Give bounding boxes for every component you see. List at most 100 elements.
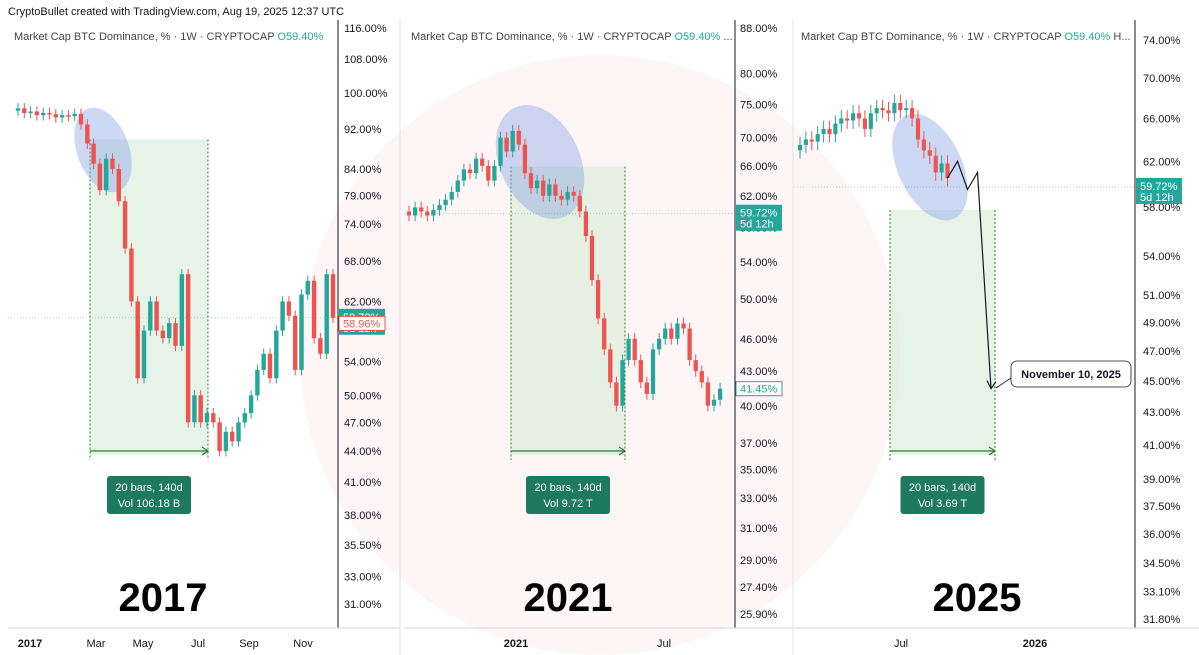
candle-body [280, 301, 285, 331]
y-tick-label: 54.00% [344, 357, 382, 369]
candle-body [122, 201, 128, 249]
y-tick-label: 33.00% [740, 493, 778, 505]
candle-body [425, 211, 430, 216]
candle-body [516, 130, 521, 145]
candle-body [620, 360, 625, 406]
candle-body [85, 124, 90, 144]
candle-body [933, 155, 938, 173]
candle-body [862, 118, 867, 129]
candle-body [292, 315, 298, 370]
y-tick-label: 37.50% [1143, 501, 1181, 513]
current-price-badge [1136, 177, 1182, 204]
projection-line [946, 159, 992, 389]
candle-body [845, 118, 850, 121]
candle-body [473, 158, 479, 174]
annotation-box [1010, 360, 1132, 388]
chart-credit: CryptoBullet created with TradingView.co… [8, 6, 345, 18]
candle-body [595, 280, 601, 319]
candle-body [305, 280, 311, 295]
y-tick-label: 88.00% [740, 23, 778, 35]
candle-body [874, 108, 879, 114]
chart-title-3: Market Cap BTC Dominance, % · 1W · CRYPT… [801, 31, 1131, 43]
measure-vol-label: Vol 106.18 B [118, 498, 180, 510]
y-tick-label: 74.00% [344, 219, 382, 231]
chart-title-text: Market Cap BTC Dominance, % · 1W · CRYPT… [14, 31, 278, 43]
y-tick-label: 80.00% [740, 69, 778, 81]
candle-body [803, 139, 808, 145]
y-tick-label: 70.00% [740, 133, 778, 145]
current-price-countdown: 5d 12h [1140, 192, 1174, 204]
candle-body [318, 338, 323, 354]
candle-body [66, 115, 71, 117]
candle-body [644, 382, 650, 394]
measure-vol-label: Vol 9.72 T [543, 498, 593, 510]
candle-body [248, 395, 254, 414]
secondary-price-label: 41.45% [740, 384, 778, 396]
secondary-price-badge [735, 381, 783, 397]
candle-body [160, 330, 166, 339]
candle-body [528, 173, 534, 189]
candle-body [534, 180, 540, 189]
candle-body [116, 168, 122, 202]
chart-title-open: O59.40% [277, 31, 324, 43]
candle-body [110, 158, 115, 169]
x-tick-label: Jul [191, 638, 205, 650]
y-tick-label: 43.00% [1143, 407, 1181, 419]
year-label: 2021 [524, 576, 613, 620]
candle-body [547, 184, 552, 196]
y-tick-label: 40.00% [740, 401, 778, 413]
candle-body [650, 349, 656, 394]
candle-body [945, 163, 950, 179]
candle-body [135, 301, 140, 379]
measure-bars-label: 20 bars, 140d [115, 482, 182, 494]
candle-body [614, 382, 619, 406]
secondary-price-label: 58.96% [343, 318, 381, 330]
candle-body [626, 338, 631, 361]
candle-body [97, 163, 103, 191]
candle-body [880, 108, 885, 111]
candle-body [299, 294, 304, 370]
current-price-countdown: 5d 12h [740, 219, 774, 231]
year-label: 2017 [119, 576, 208, 620]
y-tick-label: 27.40% [740, 582, 778, 594]
chart-title-text: Market Cap BTC Dominance, % · 1W · CRYPT… [411, 31, 675, 43]
candle-body [141, 330, 147, 379]
candle-body [72, 113, 77, 117]
measure-zone [511, 166, 625, 456]
candle-body [274, 330, 279, 379]
measure-arrowhead [201, 446, 210, 456]
y-tick-label: 35.50% [344, 540, 382, 552]
candle-body [510, 130, 515, 152]
candle-body [412, 207, 418, 216]
measure-label-box [107, 476, 191, 514]
y-tick-label: 75.00% [740, 100, 778, 112]
candle-body [565, 191, 570, 200]
y-tick-label: 45.00% [1143, 376, 1181, 388]
y-tick-label: 62.00% [344, 296, 382, 308]
candle-body [498, 137, 503, 166]
y-tick-label: 31.80% [1143, 614, 1181, 626]
candle-body [669, 328, 674, 339]
candle-body [467, 169, 473, 174]
candle-body [419, 207, 424, 212]
measure-label-box [900, 476, 985, 514]
candle-body [815, 134, 820, 142]
x-tick-label: Mar [87, 638, 106, 650]
candle-body [638, 360, 643, 383]
candle-body [236, 422, 241, 442]
candle-body [827, 128, 832, 135]
measure-label-box [526, 476, 610, 514]
x-tick-label: Jul [894, 638, 908, 650]
y-tick-label: 50.00% [740, 294, 778, 306]
y-tick-label: 84.00% [344, 164, 382, 176]
candle-body [492, 165, 497, 181]
candle-body [47, 112, 52, 115]
current-price-label: 59.72% [740, 208, 778, 220]
candle-body [921, 139, 926, 151]
candle-body [553, 184, 558, 196]
year-label: 2025 [933, 576, 1022, 620]
y-tick-label: 38.00% [344, 510, 382, 522]
annotation-pointer [995, 377, 1012, 389]
candle-body [330, 274, 336, 318]
candle-body [693, 360, 698, 372]
